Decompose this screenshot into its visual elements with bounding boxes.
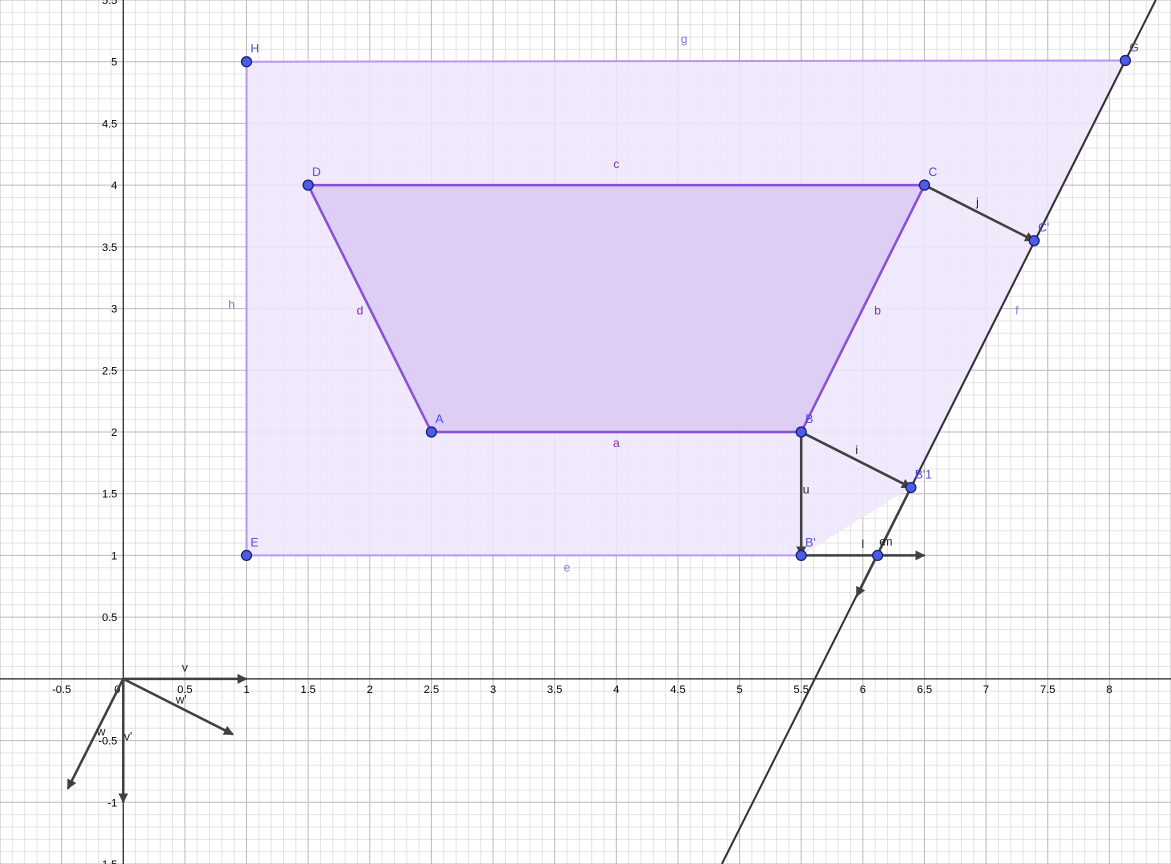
point-label-Cp: C' bbox=[1038, 221, 1049, 235]
y-tick-label: 3.5 bbox=[102, 242, 117, 254]
y-tick-label: 1 bbox=[111, 550, 117, 562]
segment-label-b: b bbox=[874, 304, 881, 318]
vector-i[interactable] bbox=[800, 430, 912, 489]
x-tick-label: 7.5 bbox=[1040, 684, 1055, 696]
segment-label-g: g bbox=[681, 32, 688, 46]
y-tick-label: 5 bbox=[111, 57, 117, 69]
point-label-D: D bbox=[312, 165, 321, 179]
point-label-A: A bbox=[435, 412, 443, 426]
x-tick-label: 8 bbox=[1106, 684, 1112, 696]
y-tick-label: -0.5 bbox=[98, 736, 117, 748]
label-e-near-i: e bbox=[879, 535, 886, 549]
vector-w'[interactable] bbox=[122, 677, 234, 736]
segments[interactable] bbox=[245, 59, 1127, 557]
segment-label-a: a bbox=[613, 436, 620, 450]
y-tick-label: -1 bbox=[107, 797, 117, 809]
vector-label-l: l bbox=[862, 537, 865, 551]
point-label-B1: B'1 bbox=[915, 468, 932, 482]
point-label-E: E bbox=[251, 535, 259, 549]
y-tick-label: 5.5 bbox=[102, 0, 117, 7]
point-label-C: C bbox=[928, 165, 937, 179]
point-H[interactable] bbox=[240, 56, 253, 68]
x-tick-label: 2.5 bbox=[424, 684, 439, 696]
point-I[interactable] bbox=[872, 549, 884, 562]
vector-j[interactable] bbox=[923, 184, 1036, 242]
segment-b[interactable] bbox=[800, 184, 926, 433]
x-tick-label: 1.5 bbox=[301, 684, 316, 696]
segment-label-e: e bbox=[564, 560, 571, 574]
vector-label-v: v bbox=[182, 660, 188, 674]
x-tick-label: 5.5 bbox=[794, 684, 809, 696]
x-tick-label: 6.5 bbox=[917, 684, 932, 696]
segment-label-h: h bbox=[228, 298, 235, 312]
segment-g[interactable] bbox=[246, 59, 1126, 63]
x-tick-label: 6 bbox=[860, 684, 866, 696]
line-through-b1-g[interactable] bbox=[720, 0, 1157, 864]
y-tick-label: 4 bbox=[111, 180, 117, 192]
vector-label-j: j bbox=[975, 195, 979, 209]
x-tick-label: 0.5 bbox=[177, 684, 192, 696]
point-E[interactable] bbox=[240, 549, 253, 562]
point-A[interactable] bbox=[425, 426, 438, 438]
y-tick-label: 2.5 bbox=[102, 365, 117, 377]
segment-label-c: c bbox=[613, 157, 619, 171]
x-tick-label: 5 bbox=[737, 684, 743, 696]
points[interactable] bbox=[240, 54, 1131, 562]
y-tick-label: -1.5 bbox=[98, 859, 117, 864]
x-tick-label: 1 bbox=[243, 684, 249, 696]
vectors[interactable] bbox=[66, 184, 1036, 804]
point-label-G: G bbox=[1129, 40, 1138, 54]
point-D[interactable] bbox=[302, 179, 314, 191]
point-B1[interactable] bbox=[905, 481, 917, 494]
vector-label-m: m bbox=[882, 535, 892, 549]
point-Cp[interactable] bbox=[1028, 235, 1040, 247]
y-tick-label: 4.5 bbox=[102, 118, 117, 130]
vector-label-w': w' bbox=[175, 693, 187, 707]
y-tick-label: 1.5 bbox=[102, 489, 117, 501]
segment-label-f: f bbox=[1015, 304, 1019, 318]
tick-labels: -0.500.511.522.533.544.555.566.577.58-1.… bbox=[52, 0, 1112, 864]
vector-label-v': v' bbox=[124, 730, 132, 744]
y-tick-label: 3 bbox=[111, 304, 117, 316]
x-tick-label: 3 bbox=[490, 684, 496, 696]
vector-w[interactable] bbox=[66, 678, 125, 790]
x-tick-label: -0.5 bbox=[52, 684, 71, 696]
point-label-B: B bbox=[805, 412, 813, 426]
segment-label-d: d bbox=[357, 304, 364, 318]
vector-m[interactable] bbox=[855, 486, 913, 598]
object-labels: g f e h a b c d v w' w v' u i j l m A B C D E G H C' B'1 B' e bbox=[96, 32, 1139, 743]
line-layer[interactable] bbox=[720, 0, 1157, 864]
point-G[interactable] bbox=[1119, 54, 1131, 67]
y-tick-label: 2 bbox=[111, 427, 117, 439]
point-label-Bp: B' bbox=[805, 535, 815, 549]
point-label-H: H bbox=[251, 42, 260, 56]
x-tick-label: 4 bbox=[613, 684, 619, 696]
x-tick-label: 2 bbox=[367, 684, 373, 696]
x-tick-label: 3.5 bbox=[547, 684, 562, 696]
x-tick-label: 7 bbox=[983, 684, 989, 696]
x-tick-label: 4.5 bbox=[670, 684, 685, 696]
vector-label-i: i bbox=[855, 443, 858, 457]
point-B[interactable] bbox=[795, 426, 807, 438]
y-tick-label: 0.5 bbox=[102, 612, 117, 624]
vector-label-w: w bbox=[96, 725, 106, 739]
point-C[interactable] bbox=[918, 179, 931, 191]
inner-polygon[interactable] bbox=[308, 185, 925, 432]
vector-label-u: u bbox=[803, 483, 810, 497]
point-Bp[interactable] bbox=[795, 549, 807, 562]
segment-d[interactable] bbox=[307, 184, 433, 433]
